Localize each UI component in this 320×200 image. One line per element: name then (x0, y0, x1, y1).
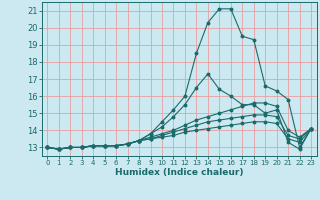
X-axis label: Humidex (Indice chaleur): Humidex (Indice chaleur) (115, 168, 244, 177)
